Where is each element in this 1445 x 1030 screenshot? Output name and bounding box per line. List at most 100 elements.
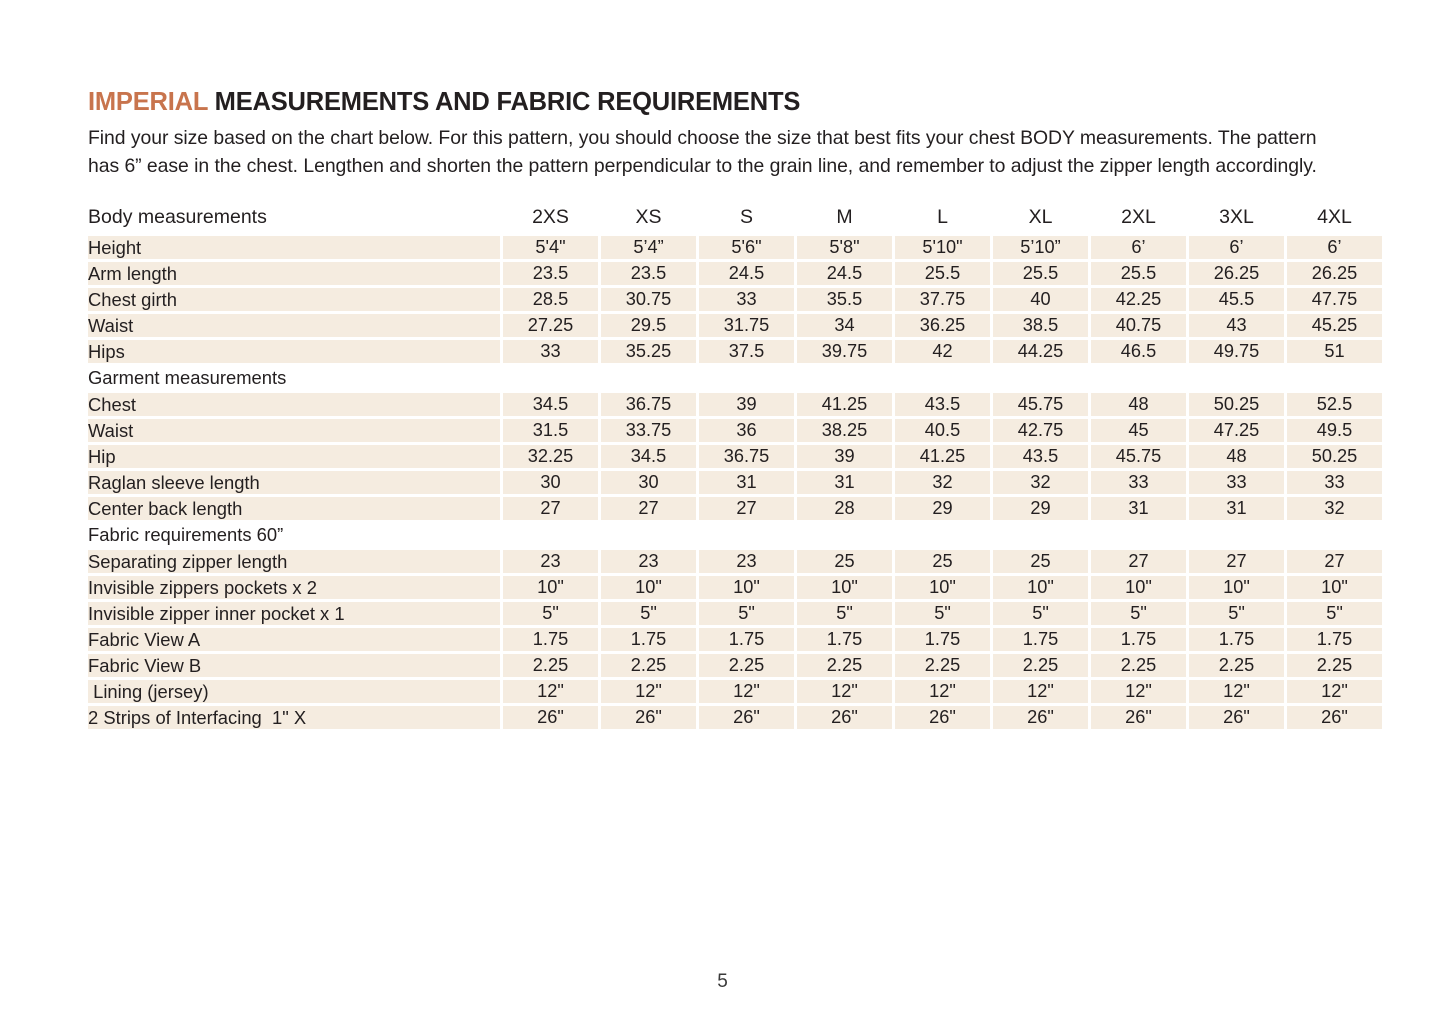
table-cell: 34.5 xyxy=(601,445,696,469)
table-section-spacer xyxy=(1189,523,1284,548)
table-cell: 43.5 xyxy=(993,445,1088,469)
table-cell: 30 xyxy=(503,471,598,495)
table-cell: 29 xyxy=(993,497,1088,521)
table-header-label: Body measurements xyxy=(88,201,500,234)
table-cell: 49.75 xyxy=(1189,340,1284,364)
table-cell: 1.75 xyxy=(993,628,1088,652)
table-body: Height 5'4" 5’4” 5'6" 5'8" 5'10" 5’10” 6’ 6’ 6’ Ar… xyxy=(88,236,1382,730)
table-section-row: Fabric requirements 60” xyxy=(88,523,1382,548)
table-cell: 32 xyxy=(993,471,1088,495)
table-cell: 12" xyxy=(503,680,598,704)
page-title-rest: MEASUREMENTS AND FABRIC REQUIREMENTS xyxy=(207,88,801,116)
table-row-label: Chest xyxy=(88,393,500,417)
table-cell: 6’ xyxy=(1091,236,1186,260)
table-cell: 31.5 xyxy=(503,419,598,443)
table-cell: 12" xyxy=(993,680,1088,704)
table-cell: 10" xyxy=(601,576,696,600)
table-cell: 5" xyxy=(1091,602,1186,626)
table-section-label: Garment measurements xyxy=(88,366,500,391)
table-cell: 39.75 xyxy=(797,340,892,364)
table-cell: 29 xyxy=(895,497,990,521)
table-cell: 27 xyxy=(503,497,598,521)
table-cell: 46.5 xyxy=(1091,340,1186,364)
table-cell: 1.75 xyxy=(895,628,990,652)
table-row: Fabric View A 1.75 1.75 1.75 1.75 1.75 1.75 1.7… xyxy=(88,628,1382,652)
table-cell: 43.5 xyxy=(895,393,990,417)
table-cell: 28 xyxy=(797,497,892,521)
page-title: IMPERIAL MEASUREMENTS AND FABRIC REQUIRE… xyxy=(88,88,1357,116)
table-cell: 1.75 xyxy=(601,628,696,652)
table-cell: 12" xyxy=(601,680,696,704)
table-cell: 27 xyxy=(1091,550,1186,574)
table-row: Separating zipper length 23 23 23 25 25 25 27 27… xyxy=(88,550,1382,574)
measurements-table: Body measurements 2XS XS S M L XL 2XL 3XL 4XL He… xyxy=(85,198,1385,732)
table-header-size-4xl: 4XL xyxy=(1287,201,1382,234)
table-section-spacer xyxy=(1287,366,1382,391)
table-cell: 12" xyxy=(895,680,990,704)
table-row-label: Center back length xyxy=(88,497,500,521)
table-cell: 30 xyxy=(601,471,696,495)
table-row: Fabric View B 2.25 2.25 2.25 2.25 2.25 2.25 2.2… xyxy=(88,654,1382,678)
table-cell: 12" xyxy=(1189,680,1284,704)
table-row: Hip 32.25 34.5 36.75 39 41.25 43.5 45.75 48 50.25 xyxy=(88,445,1382,469)
table-cell: 32 xyxy=(1287,497,1382,521)
table-row: Lining (jersey) 12" 12" 12" 12" 12" 12" 12" 12" … xyxy=(88,680,1382,704)
table-cell: 31 xyxy=(797,471,892,495)
table-cell: 45 xyxy=(1091,419,1186,443)
table-cell: 5" xyxy=(1189,602,1284,626)
table-cell: 2.25 xyxy=(601,654,696,678)
table-cell: 33 xyxy=(699,288,794,312)
table-cell: 34 xyxy=(797,314,892,338)
table-cell: 31.75 xyxy=(699,314,794,338)
table-section-spacer xyxy=(601,366,696,391)
table-cell: 5" xyxy=(699,602,794,626)
table-cell: 1.75 xyxy=(1287,628,1382,652)
table-cell: 27.25 xyxy=(503,314,598,338)
table-section-spacer xyxy=(895,523,990,548)
table-cell: 33 xyxy=(1287,471,1382,495)
table-row-label: Raglan sleeve length xyxy=(88,471,500,495)
table-cell: 6’ xyxy=(1287,236,1382,260)
table-cell: 23 xyxy=(503,550,598,574)
table-cell: 36.25 xyxy=(895,314,990,338)
table-cell: 26" xyxy=(503,706,598,730)
table-cell: 5" xyxy=(1287,602,1382,626)
table-row-label: Fabric View A xyxy=(88,628,500,652)
table-row: Arm length 23.5 23.5 24.5 24.5 25.5 25.5 25.5 26… xyxy=(88,262,1382,286)
table-header-size-l: L xyxy=(895,201,990,234)
table-cell: 26" xyxy=(993,706,1088,730)
table-row: Center back length 27 27 27 28 29 29 31 31 32 xyxy=(88,497,1382,521)
table-row-label: Arm length xyxy=(88,262,500,286)
page-number: 5 xyxy=(717,971,728,992)
table-cell: 2.25 xyxy=(1091,654,1186,678)
table-cell: 36.75 xyxy=(699,445,794,469)
table-row: Invisible zipper inner pocket x 1 5" 5" 5" 5… xyxy=(88,602,1382,626)
table-cell: 33 xyxy=(1189,471,1284,495)
table-cell: 25.5 xyxy=(1091,262,1186,286)
table-row: Raglan sleeve length 30 30 31 31 32 32 33 33 33 xyxy=(88,471,1382,495)
table-cell: 27 xyxy=(1287,550,1382,574)
table-cell: 10" xyxy=(1287,576,1382,600)
table-header-size-s: S xyxy=(699,201,794,234)
table-cell: 25 xyxy=(797,550,892,574)
table-row: Waist 27.25 29.5 31.75 34 36.25 38.5 40.75 43 45.… xyxy=(88,314,1382,338)
table-row-label: Hips xyxy=(88,340,500,364)
table-cell: 32 xyxy=(895,471,990,495)
table-row-label: Waist xyxy=(88,419,500,443)
table-cell: 26" xyxy=(699,706,794,730)
table-cell: 5" xyxy=(797,602,892,626)
table-cell: 26" xyxy=(1287,706,1382,730)
table-cell: 39 xyxy=(797,445,892,469)
table-cell: 26" xyxy=(1189,706,1284,730)
table-cell: 50.25 xyxy=(1287,445,1382,469)
table-section-spacer xyxy=(1189,366,1284,391)
table-cell: 45.25 xyxy=(1287,314,1382,338)
table-cell: 27 xyxy=(601,497,696,521)
table-header-size-m: M xyxy=(797,201,892,234)
table-cell: 33 xyxy=(503,340,598,364)
table-row: Waist 31.5 33.75 36 38.25 40.5 42.75 45 47.25 49.… xyxy=(88,419,1382,443)
table-cell: 5’4” xyxy=(601,236,696,260)
table-cell: 10" xyxy=(895,576,990,600)
table-cell: 2.25 xyxy=(1189,654,1284,678)
